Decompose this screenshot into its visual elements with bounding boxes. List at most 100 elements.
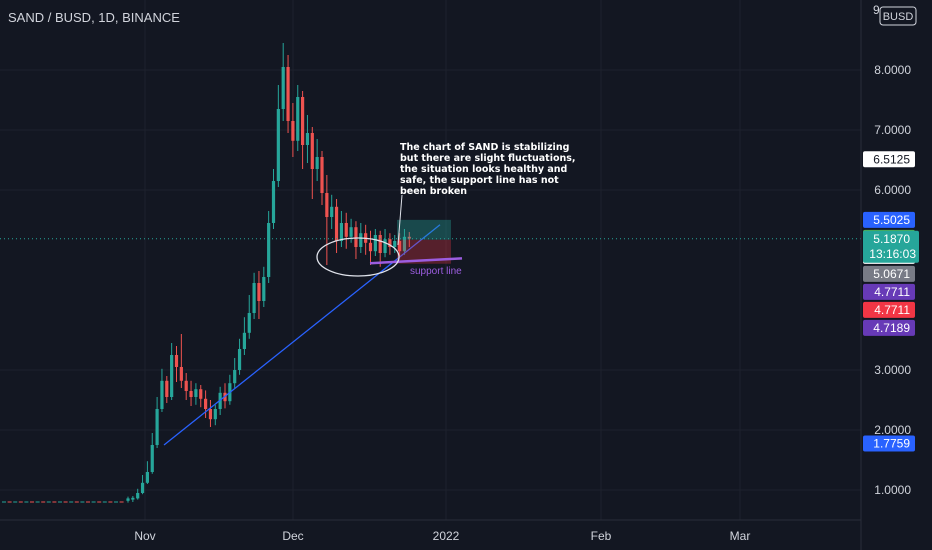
candle bbox=[388, 233, 392, 255]
candle-body bbox=[296, 97, 300, 141]
price-tag-label: 4.7189 bbox=[873, 321, 910, 335]
candle-body bbox=[131, 497, 135, 500]
price-tag-label: 4.7711 bbox=[874, 285, 910, 299]
candle-body bbox=[136, 493, 140, 499]
candle-body bbox=[262, 277, 266, 301]
candle-body bbox=[247, 313, 251, 333]
candle bbox=[271, 169, 276, 229]
candle-body bbox=[402, 236, 407, 252]
position-profit-zone[interactable] bbox=[397, 219, 451, 240]
candle-body bbox=[204, 398, 208, 409]
price-tag-bg bbox=[863, 435, 915, 452]
candle bbox=[368, 230, 373, 265]
candle-body bbox=[378, 235, 382, 253]
candle bbox=[208, 400, 213, 427]
annotation-line: The chart of SAND is stabilizing bbox=[400, 142, 569, 153]
candle-body bbox=[179, 367, 183, 381]
price-tag: 4.7711 bbox=[863, 283, 915, 300]
candle bbox=[194, 383, 198, 405]
candle-body bbox=[184, 380, 188, 391]
candle-body bbox=[155, 409, 159, 445]
price-tag-label: 4.7711 bbox=[874, 303, 910, 317]
price-tag-bg bbox=[863, 283, 915, 300]
x-tick-label: 2022 bbox=[433, 529, 460, 543]
candle-body bbox=[334, 206, 339, 241]
candle bbox=[407, 232, 411, 247]
price-tag-bg bbox=[863, 151, 915, 168]
candle bbox=[267, 211, 271, 283]
candle bbox=[373, 229, 377, 256]
candle-body bbox=[199, 389, 203, 399]
candle-body bbox=[194, 389, 198, 397]
candle-body bbox=[145, 472, 149, 483]
candle bbox=[393, 235, 397, 253]
candle-body bbox=[165, 380, 169, 397]
candle bbox=[242, 317, 246, 355]
price-axis[interactable]: 1.0000 2.0000 3.0000 6.0000 7.0000 8.0000 9 bbox=[873, 3, 911, 497]
candle-body bbox=[213, 409, 217, 420]
candles bbox=[2, 43, 411, 503]
candle bbox=[247, 295, 251, 339]
candle-body bbox=[267, 223, 271, 277]
drawings[interactable]: support line The chart of SAND is stabili… bbox=[0, 142, 861, 446]
candle bbox=[131, 496, 135, 502]
candle bbox=[398, 233, 402, 258]
candle bbox=[262, 266, 266, 307]
candle-body bbox=[310, 133, 314, 169]
candle bbox=[237, 338, 242, 375]
candle bbox=[252, 272, 256, 319]
annotation-line: been broken bbox=[400, 186, 467, 197]
current-price-tag-bg bbox=[863, 230, 919, 263]
candle-body bbox=[281, 67, 285, 109]
candle bbox=[334, 199, 339, 253]
candle-body bbox=[126, 498, 130, 501]
chart-title: SAND / BUSD, 1D, BINANCE bbox=[8, 10, 180, 25]
candle-body bbox=[233, 370, 237, 384]
candle bbox=[179, 334, 183, 388]
candle-body bbox=[359, 233, 363, 247]
candle bbox=[145, 461, 149, 484]
candle bbox=[344, 212, 348, 249]
candle-body bbox=[383, 239, 387, 253]
candle-body bbox=[208, 409, 213, 420]
annotation-line: but there are slight fluctuations, bbox=[400, 153, 576, 164]
candle-body bbox=[398, 241, 402, 252]
candle bbox=[155, 397, 159, 448]
support-line[interactable] bbox=[369, 257, 463, 265]
candle-body bbox=[252, 283, 256, 313]
candle-body bbox=[305, 133, 310, 145]
y-tick-label: 7.0000 bbox=[874, 123, 911, 137]
candle bbox=[354, 221, 358, 259]
candle bbox=[330, 194, 334, 229]
candle-body bbox=[276, 109, 280, 181]
currency-badge-label: BUSD bbox=[883, 11, 914, 23]
annotation-line: safe, the support line has not bbox=[400, 175, 559, 186]
callout-pointer bbox=[397, 194, 403, 246]
currency-badge[interactable]: BUSD bbox=[879, 6, 917, 26]
candle bbox=[189, 380, 193, 406]
y-tick-label: 6.0000 bbox=[874, 183, 911, 197]
candle bbox=[257, 271, 261, 319]
candle bbox=[325, 175, 329, 265]
candle bbox=[136, 488, 140, 500]
time-axis[interactable]: Nov Dec 2022 Feb Mar bbox=[134, 529, 750, 543]
highlight-ellipse[interactable] bbox=[316, 237, 400, 277]
y-tick-label: 1.0000 bbox=[874, 483, 911, 497]
support-line-label: support line bbox=[410, 266, 462, 277]
countdown-label: 13:16:03 bbox=[869, 247, 916, 261]
candle bbox=[301, 91, 305, 169]
candle bbox=[126, 496, 130, 503]
candle bbox=[291, 103, 295, 157]
candle-body bbox=[271, 181, 276, 223]
candle bbox=[310, 127, 314, 199]
price-tag-bg bbox=[863, 211, 915, 228]
candle bbox=[174, 346, 179, 382]
candle bbox=[296, 85, 300, 151]
candle bbox=[213, 404, 217, 426]
price-tag: 5.0671 bbox=[863, 265, 915, 282]
candle-body bbox=[286, 67, 290, 121]
candle bbox=[160, 368, 164, 412]
